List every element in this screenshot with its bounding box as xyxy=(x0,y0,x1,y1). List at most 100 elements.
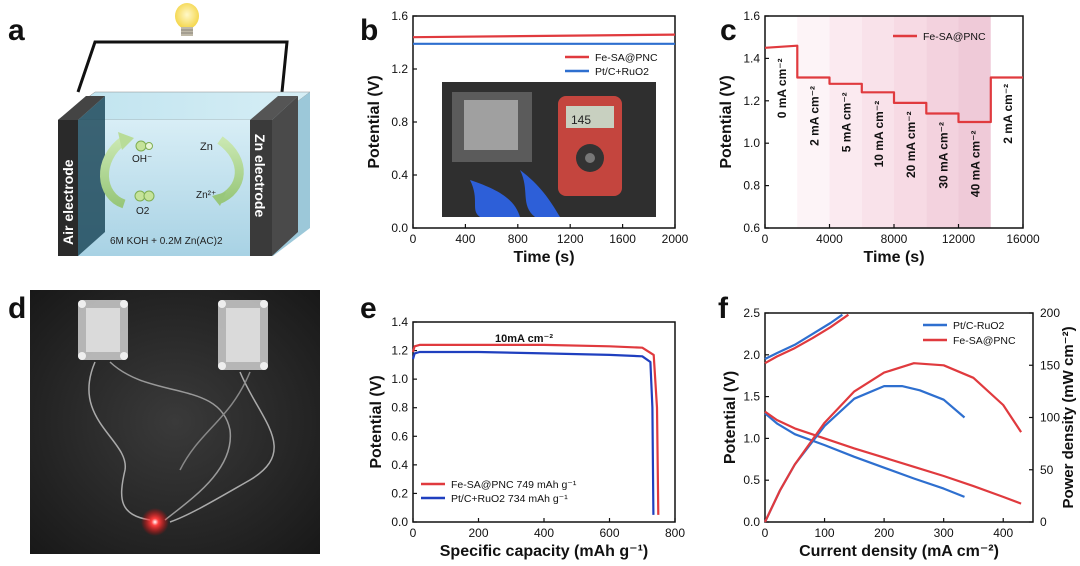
y-axis-label: Potential (V) xyxy=(718,75,735,168)
x-axis-label: Time (s) xyxy=(863,249,924,266)
x-tick-label: 400 xyxy=(455,232,475,246)
series-line xyxy=(412,33,676,39)
current-density-annotation: 2 mA cm⁻² xyxy=(807,86,821,146)
current-step-band xyxy=(829,16,862,228)
y2-axis-label: Power density (mW cm⁻²) xyxy=(1060,326,1077,508)
chart-c-plot: 0 4000 8000 12000 16000 0.6 0.8 1.0 1.2 1.4 1.6 Tim… xyxy=(718,9,1040,266)
y-tick-label: 1.0 xyxy=(391,372,408,386)
series-line xyxy=(764,385,966,523)
y-tick-label: 1.4 xyxy=(391,315,408,329)
current-density-annotation: 30 mA cm⁻² xyxy=(936,122,950,189)
x-tick-label: 4000 xyxy=(816,232,843,246)
current-density-annotation: 40 mA cm⁻² xyxy=(969,130,983,197)
chart-e-plot: 0 200 400 600 800 0.0 0.2 0.4 0.6 0.8 1.0 1.2 1.4 Spe… xyxy=(368,315,685,560)
series-line xyxy=(764,313,850,365)
x-axis-label: Time (s) xyxy=(513,249,574,266)
x-tick-label: 800 xyxy=(508,232,528,246)
legend-label: Fe-SA@PNC xyxy=(953,335,1016,347)
led-glow xyxy=(141,508,169,536)
y-tick-label: 0.8 xyxy=(391,115,408,129)
panel-letter-e: e xyxy=(360,292,377,325)
panel-letter-f: f xyxy=(718,292,729,325)
cell-fixture-right xyxy=(218,300,268,370)
x-tick-label: 200 xyxy=(468,526,488,540)
air-electrode-label: Air electrode xyxy=(60,159,76,245)
panel-letter-c: c xyxy=(720,14,737,47)
y-tick-label: 1.6 xyxy=(743,9,760,23)
current-density-annotation: 5 mA cm⁻² xyxy=(840,92,854,152)
current-density-annotation: 2 mA cm⁻² xyxy=(1001,84,1015,144)
y-tick-label: 2.0 xyxy=(743,348,760,362)
panel-letter-b: b xyxy=(360,14,378,47)
x-tick-label: 2000 xyxy=(662,232,689,246)
series-line xyxy=(764,362,1023,523)
x-tick-label: 800 xyxy=(665,526,685,540)
oh-label: OH⁻ xyxy=(132,154,152,165)
current-step-band xyxy=(861,16,894,228)
x-tick-label: 0 xyxy=(410,526,417,540)
y-tick-label: 0.6 xyxy=(391,429,408,443)
y-axis-label: Potential (V) xyxy=(366,75,383,168)
y-tick-label: 0.4 xyxy=(391,168,408,182)
panel-d-photo xyxy=(30,290,320,554)
y-tick-label: 1.4 xyxy=(743,51,760,65)
zn-label: Zn xyxy=(200,141,213,153)
y-tick-label: 1.0 xyxy=(743,431,760,445)
y-tick-label: 0.8 xyxy=(391,401,408,415)
y-tick-label: 1.6 xyxy=(391,9,408,23)
y-tick-label: 1.2 xyxy=(391,62,408,76)
y2-tick-label: 50 xyxy=(1040,463,1054,477)
panel-a-schematic: Air electrode Zn electrode OH⁻ O2 Zn Zn²… xyxy=(57,3,311,256)
panel-c-chart: 0 4000 8000 12000 16000 0.6 0.8 1.0 1.2 1.4 1.6 Tim… xyxy=(718,9,1040,266)
x-tick-label: 0 xyxy=(410,232,417,246)
x-tick-label: 300 xyxy=(934,526,954,540)
x-tick-label: 600 xyxy=(599,526,619,540)
chart-b-plot: 0 400 800 1200 1600 2000 0.0 0.4 0.8 1.2 1.6 Time (… xyxy=(366,9,689,266)
y-axis-label: Potential (V) xyxy=(722,371,739,464)
y-tick-label: 1.2 xyxy=(391,344,408,358)
y2-tick-label: 150 xyxy=(1040,358,1060,372)
panel-b-chart: 0 400 800 1200 1600 2000 0.0 0.4 0.8 1.2 1.6 Time (… xyxy=(366,9,689,266)
electrolyte-label: 6M KOH + 0.2M Zn(AC)2 xyxy=(110,236,223,247)
legend-label: Pt/C+RuO2 734 mAh g⁻¹ xyxy=(451,493,568,505)
legend-label: Pt/C-RuO2 xyxy=(953,320,1005,332)
current-density-annotation: 20 mA cm⁻² xyxy=(904,111,918,178)
y-tick-label: 1.5 xyxy=(743,390,760,404)
series-line xyxy=(411,350,655,515)
x-tick-label: 400 xyxy=(534,526,554,540)
o2-label: O2 xyxy=(136,206,150,217)
y2-tick-label: 0 xyxy=(1040,515,1047,529)
chart-b-inset-photo: 145 xyxy=(442,82,656,217)
y-tick-label: 1.2 xyxy=(743,94,760,108)
air-electrode xyxy=(58,120,78,256)
x-tick-label: 100 xyxy=(815,526,835,540)
current-step-band xyxy=(926,16,959,228)
y2-tick-label: 100 xyxy=(1040,411,1060,425)
y2-tick-label: 200 xyxy=(1040,306,1060,320)
y-tick-label: 0.8 xyxy=(743,179,760,193)
legend-label: Fe-SA@PNC xyxy=(923,31,986,43)
x-tick-label: 8000 xyxy=(881,232,908,246)
x-tick-label: 0 xyxy=(762,526,769,540)
x-tick-label: 12000 xyxy=(942,232,976,246)
reaction-arrow-left xyxy=(100,136,127,209)
x-tick-label: 0 xyxy=(762,232,769,246)
current-density-annotation: 10 mA cm⁻² xyxy=(872,101,886,168)
y-tick-label: 0.4 xyxy=(391,458,408,472)
light-bulb-icon xyxy=(175,3,199,36)
chart-f-plot: 0 100 200 300 400 0.0 0.5 1.0 1.5 2.0 2.5 Current d… xyxy=(722,306,1077,560)
series-line xyxy=(764,410,1022,505)
panel-letter-d: d xyxy=(8,292,26,325)
current-density-annotation: 0 mA cm⁻² xyxy=(775,58,789,118)
series-line xyxy=(764,313,844,360)
y-tick-label: 2.5 xyxy=(743,306,760,320)
y-tick-label: 1.0 xyxy=(743,136,760,150)
y-tick-label: 0.0 xyxy=(391,515,408,529)
chart-annotation: 10mA cm⁻² xyxy=(495,333,553,345)
y-tick-label: 0.0 xyxy=(743,515,760,529)
reaction-arrow-right xyxy=(216,136,244,205)
zn2-label: Zn²⁺ xyxy=(196,190,216,201)
y-tick-label: 0.5 xyxy=(743,473,760,487)
current-step-band xyxy=(894,16,927,228)
y-tick-label: 0.6 xyxy=(743,221,760,235)
